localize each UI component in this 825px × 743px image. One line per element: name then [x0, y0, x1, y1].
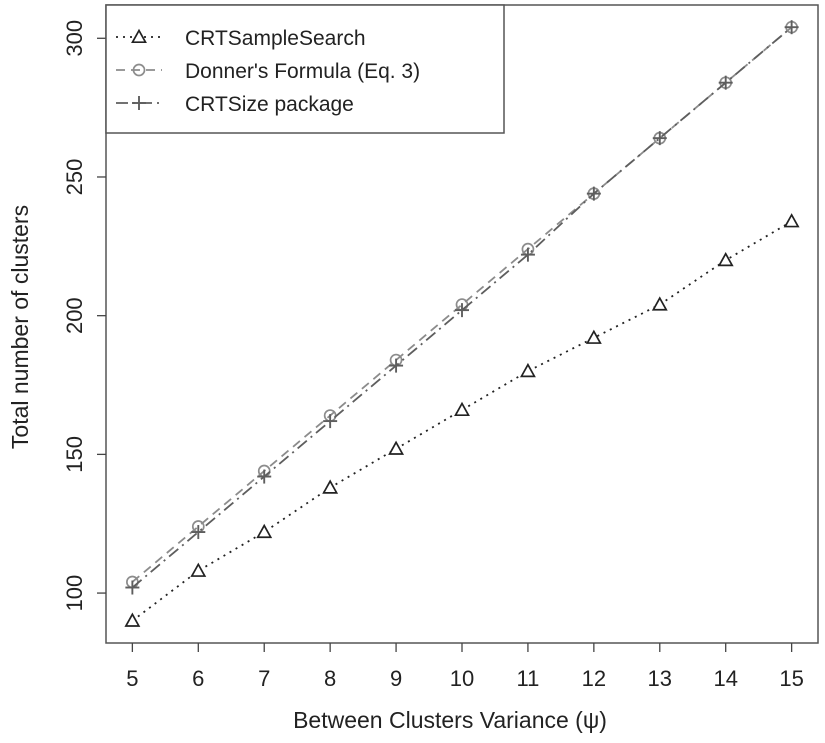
- data-point-plus: [784, 20, 799, 35]
- data-point-triangle: [190, 562, 207, 577]
- x-tick-label: 6: [192, 666, 204, 691]
- legend-marker-circle: [132, 63, 146, 77]
- x-tick-label: 13: [648, 666, 672, 691]
- data-point-plus: [718, 75, 733, 90]
- data-point-plus: [323, 414, 338, 429]
- x-tick-label: 7: [258, 666, 270, 691]
- data-point-triangle: [256, 523, 273, 539]
- data-point-triangle: [124, 612, 141, 627]
- y-tick-label: 150: [62, 436, 87, 473]
- x-tick-label: 11: [517, 666, 540, 691]
- x-tick-label: 15: [779, 666, 803, 691]
- data-point-triangle: [651, 296, 668, 311]
- data-point-plus: [191, 525, 206, 540]
- data-point-triangle: [454, 401, 470, 417]
- data-point-plus: [586, 186, 601, 201]
- data-point-plus: [652, 131, 667, 146]
- data-point-triangle: [585, 329, 602, 344]
- data-point-plus: [257, 469, 272, 484]
- x-tick-label: 10: [450, 666, 474, 691]
- legend-label: CRTSize package: [185, 93, 354, 116]
- x-tick-label: 12: [582, 666, 606, 691]
- series-line-3: [131, 26, 793, 589]
- y-tick-label: 300: [62, 20, 87, 57]
- data-point-plus: [520, 247, 535, 262]
- legend-label: Donner's Formula (Eq. 3): [185, 60, 420, 83]
- data-point-triangle: [388, 440, 405, 455]
- y-tick-label: 250: [62, 159, 87, 196]
- data-point-plus: [389, 358, 404, 373]
- y-axis-title: Total number of clusters: [7, 205, 33, 449]
- data-point-triangle: [519, 362, 536, 378]
- data-point-plus: [455, 303, 469, 318]
- x-axis-title: Between Clusters Variance (ψ): [293, 707, 607, 733]
- x-tick-label: 5: [126, 666, 138, 691]
- legend-box: [105, 4, 505, 134]
- series-line-1: [131, 220, 793, 622]
- y-tick-label: 200: [62, 297, 87, 334]
- legend-label: CRTSampleSearch: [185, 27, 366, 50]
- data-point-plus: [125, 580, 140, 595]
- legend-marker-triangle: [131, 28, 147, 44]
- x-tick-label: 14: [713, 666, 737, 691]
- x-tick-label: 9: [390, 666, 402, 691]
- legend-marker-plus: [132, 96, 146, 110]
- x-tick-label: 8: [324, 666, 336, 691]
- y-tick-label: 100: [62, 575, 87, 612]
- data-point-triangle: [322, 479, 339, 494]
- data-point-triangle: [717, 251, 734, 267]
- series-line-2: [131, 26, 793, 583]
- data-point-triangle: [783, 213, 800, 228]
